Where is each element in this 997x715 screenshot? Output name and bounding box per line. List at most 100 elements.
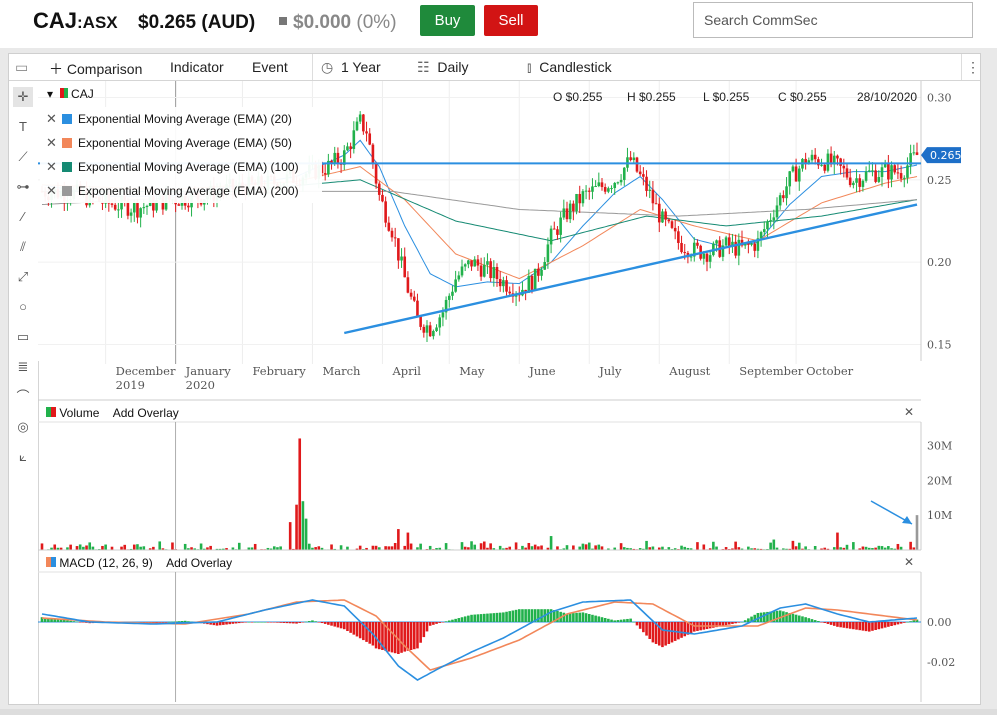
candle-body [689,256,693,258]
candle-body [867,170,871,172]
candle-body [731,241,734,247]
horizontal-line-icon[interactable]: ⊶ [16,179,30,194]
text-tool-icon[interactable]: T [19,119,27,134]
volume-bar [896,543,900,550]
crosshair-icon[interactable]: ✛ [13,87,33,107]
candle-body [578,193,582,204]
collapse-triangle-icon: ▾ [47,87,54,101]
candle-body [110,203,114,205]
macd-histogram-bar [775,610,779,622]
macd-histogram-bar [858,622,862,631]
volume-bar [110,546,114,550]
macd-histogram-bar [50,618,53,622]
volume-bar [91,546,95,550]
candle-body [756,238,760,251]
comparison-button[interactable]: ＋ Comparison [49,61,143,77]
gann-fan-icon[interactable]: ⟀ [19,449,27,464]
macd-histogram-bar [877,622,881,630]
macd-histogram-bar [374,622,378,649]
interval-button[interactable]: ☷ Daily [417,59,469,75]
circle-tool-icon[interactable]: ○ [19,299,27,314]
macd-histogram-bar [861,622,865,631]
arc-tool-icon[interactable]: ⌒ [16,389,30,404]
remove-ema-20-icon[interactable]: ✕ [46,111,57,126]
buy-button[interactable]: Buy [420,5,475,36]
candle-body [530,275,534,291]
macd-histogram-bar [852,622,855,630]
candle-body [702,253,706,259]
volume-bar [826,548,830,550]
macd-histogram-bar [237,622,241,624]
sell-button[interactable]: Sell [484,5,538,36]
extended-line-icon[interactable]: ⤢ [17,269,29,284]
volume-bar [632,548,636,550]
volume-bar [597,544,601,550]
macd-histogram-bar [533,609,537,622]
volume-bar [651,546,655,550]
volume-add-overlay[interactable]: Add Overlay [112,406,179,420]
indicator-button[interactable]: Indicator [170,59,224,75]
volume-bar [161,548,165,550]
volume-bar [689,548,693,550]
macd-histogram-bar [400,622,403,653]
trend-channel-icon[interactable]: ⫽ [20,239,26,254]
more-menu-icon[interactable]: ⋮ [961,54,980,80]
volume-bar [292,548,295,550]
chart-type-button[interactable]: ⫾ Candlestick [527,59,612,75]
volume-bar [540,545,543,550]
candle-body [177,204,181,206]
candle-body [438,317,442,328]
volume-bar [85,545,88,550]
period-button[interactable]: ◷ 1 Year [312,54,381,80]
candle-body [915,152,919,155]
close-macd-icon[interactable]: ✕ [904,555,915,569]
ray-icon[interactable]: ∕ [21,209,25,224]
quote-header: CAJ:ASX $0.265 (AUD) $0.000 (0%) Buy Sel… [0,0,997,48]
volume-bar [88,542,92,550]
macd-histogram-bar [272,622,276,623]
volume-bar [753,548,757,550]
macd-histogram-bar [906,622,909,623]
volume-bar [587,542,591,550]
candle-body [371,144,375,165]
candle-body [575,193,578,212]
event-button[interactable]: Event [252,59,288,75]
volume-bar [371,545,375,550]
remove-ema-50-icon[interactable]: ✕ [46,135,57,150]
folder-icon[interactable]: ▭ [15,59,29,75]
ema-200-swatch [62,186,72,196]
volume-panel[interactable]: 10M 20M 30M [38,399,952,550]
line-segment-icon[interactable]: ⟋ [18,149,28,164]
macd-panel[interactable]: 0.00 -0.02 [38,549,955,702]
candle-body [320,165,324,174]
rectangle-tool-icon[interactable]: ▭ [16,329,30,344]
remove-ema-200-icon[interactable]: ✕ [46,183,57,198]
candle-body [492,266,496,279]
volume-bar [311,547,314,550]
macd-histogram-bar [667,622,671,645]
volume-bar [295,504,298,550]
macd-histogram-bar [750,616,753,622]
volume-bar [215,548,219,550]
main-symbol-label[interactable]: ▾ CAJ [47,87,94,101]
candle-body [556,229,559,235]
close-volume-icon[interactable]: ✕ [904,405,915,419]
macd-histogram-bar [791,613,795,622]
close-value: C $0.255 [778,90,827,104]
macd-histogram-bar [508,611,512,622]
target-tool-icon[interactable]: ◎ [17,419,29,434]
candle-body [794,166,798,182]
search-input[interactable] [693,2,973,38]
macd-histogram-bar [304,621,308,623]
volume-bar [317,546,321,550]
macd-histogram-bar [915,619,919,622]
candle-body [826,153,830,171]
macd-add-overlay[interactable]: Add Overlay [166,556,233,570]
volume-bar [416,547,419,550]
candle-body [766,221,769,230]
remove-ema-100-icon[interactable]: ✕ [46,159,57,174]
fibonacci-icon[interactable]: ≣ [17,359,29,374]
macd-histogram-bar [855,622,858,630]
macd-histogram-bar [422,622,426,638]
volume-bar [304,518,308,550]
